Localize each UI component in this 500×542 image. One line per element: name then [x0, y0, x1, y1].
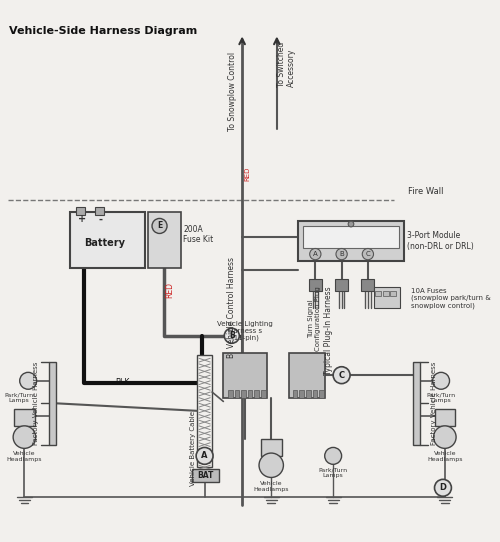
Bar [434, 409, 455, 426]
Circle shape [224, 328, 240, 343]
Text: Typical Plug-In Harness: Typical Plug-In Harness [324, 287, 333, 375]
Circle shape [434, 479, 452, 496]
Circle shape [333, 367, 350, 384]
Text: B: B [339, 251, 344, 257]
Text: B: B [229, 331, 234, 340]
Bar [70, 212, 146, 268]
Text: Vehicle
Headlamps: Vehicle Headlamps [6, 451, 42, 462]
Text: RED: RED [166, 282, 174, 298]
Bar [248, 390, 252, 398]
Bar [192, 469, 218, 482]
Circle shape [362, 248, 374, 260]
Bar [413, 362, 420, 444]
Bar [312, 390, 317, 398]
Bar [14, 409, 34, 426]
Text: C: C [366, 251, 370, 257]
Bar [309, 280, 322, 291]
Circle shape [432, 372, 450, 389]
Text: -: - [98, 215, 102, 224]
Text: D: D [440, 483, 446, 492]
Text: 200A
Fuse Kit: 200A Fuse Kit [183, 225, 214, 244]
Bar [376, 291, 381, 296]
Circle shape [324, 448, 342, 464]
Text: Park/Turn
Lamps: Park/Turn Lamps [318, 467, 348, 478]
Bar [335, 280, 348, 291]
Text: A: A [202, 451, 208, 460]
Bar [374, 287, 400, 308]
Bar [319, 390, 324, 398]
Text: A: A [313, 251, 318, 257]
Text: Factory Vehicle Harness: Factory Vehicle Harness [430, 362, 436, 445]
Text: Factory Vehicle Harness: Factory Vehicle Harness [32, 362, 38, 445]
Text: 10A Fuses
(snowplow park/turn &
snowplow control): 10A Fuses (snowplow park/turn & snowplow… [411, 288, 491, 309]
Text: Vehicle
Headlamps: Vehicle Headlamps [254, 481, 289, 492]
Bar [224, 353, 266, 398]
Circle shape [196, 448, 213, 464]
Bar [95, 207, 104, 215]
Circle shape [434, 426, 456, 448]
Bar [241, 390, 246, 398]
Bar [254, 390, 259, 398]
Circle shape [310, 248, 321, 260]
Text: +: + [78, 215, 86, 224]
Circle shape [152, 218, 167, 234]
Text: Vehicle-Side Harness Diagram: Vehicle-Side Harness Diagram [10, 26, 198, 36]
Text: Turn Signal
Configuration Plug: Turn Signal Configuration Plug [308, 287, 321, 351]
Bar [383, 291, 388, 296]
Bar [261, 439, 281, 456]
Text: Park/Turn
Lamps: Park/Turn Lamps [426, 392, 456, 403]
Text: RED: RED [245, 166, 251, 181]
Circle shape [259, 453, 283, 478]
Bar [362, 280, 374, 291]
Bar [148, 212, 181, 268]
Text: Fire Wall: Fire Wall [408, 187, 444, 196]
Bar [228, 390, 232, 398]
Text: To Snowplow Control: To Snowplow Control [228, 52, 237, 131]
Bar [303, 226, 399, 248]
Text: 3-Port Module
(non-DRL or DRL): 3-Port Module (non-DRL or DRL) [408, 231, 474, 250]
Text: Park/Turn
Lamps: Park/Turn Lamps [4, 392, 34, 403]
Bar [300, 390, 304, 398]
Text: B  Vehicle Control Harness: B Vehicle Control Harness [228, 257, 236, 358]
Circle shape [336, 248, 347, 260]
Bar [289, 353, 324, 398]
Circle shape [20, 372, 36, 389]
Text: Vehicle Lighting
Harness s
(11-pin): Vehicle Lighting Harness s (11-pin) [217, 321, 273, 341]
Bar [293, 390, 298, 398]
Bar [298, 221, 404, 261]
Text: To Switched
Accessory: To Switched Accessory [276, 42, 296, 87]
Text: BLK: BLK [115, 378, 129, 387]
Bar [197, 354, 212, 467]
Text: BAT: BAT [198, 471, 214, 480]
Bar [390, 291, 396, 296]
Bar [76, 207, 86, 215]
Bar [234, 390, 240, 398]
Bar [306, 390, 310, 398]
Text: Vehicle
Headlamps: Vehicle Headlamps [427, 451, 462, 462]
Circle shape [348, 221, 354, 227]
Text: E: E [157, 222, 162, 230]
Text: Battery: Battery [84, 238, 124, 248]
Bar [49, 362, 56, 444]
Circle shape [13, 426, 36, 448]
Bar [261, 390, 266, 398]
Text: Vehicle Battery Cable: Vehicle Battery Cable [190, 411, 196, 486]
Text: C: C [338, 371, 344, 380]
